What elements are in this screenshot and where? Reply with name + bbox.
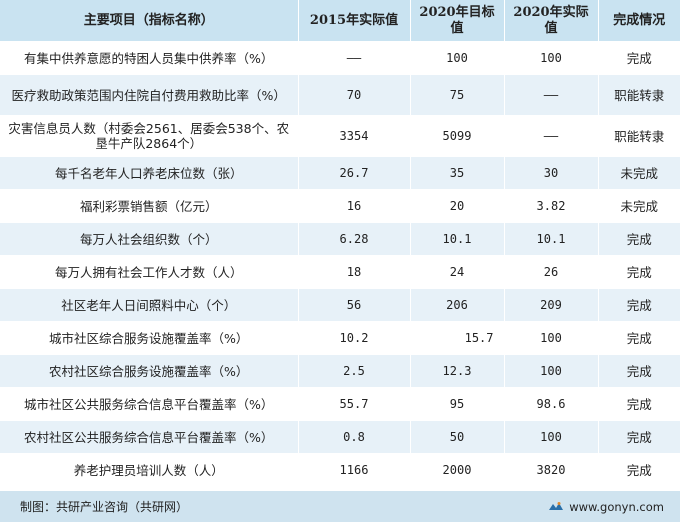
table-row: 社区老年人日间照料中心（个） 56 206 209 完成 <box>0 288 680 322</box>
table-header: 主要项目（指标名称） 2015年实际值 2020年目标值 2020年实际值 完成… <box>0 0 680 42</box>
table-row: 医疗救助政策范围内住院自付费用救助比率（%） 70 75 —— 职能转隶 <box>0 74 680 116</box>
cell-indicator: 城市社区综合服务设施覆盖率（%） <box>0 321 299 355</box>
cell-2020-actual: 30 <box>504 156 599 190</box>
cell-2015-actual: 0.8 <box>298 420 411 454</box>
table-row: 城市社区综合服务设施覆盖率（%） 10.2 15.7 100 完成 <box>0 321 680 355</box>
cell-indicator: 农村社区公共服务综合信息平台覆盖率（%） <box>0 420 299 454</box>
cell-2015-actual: 10.2 <box>298 321 411 355</box>
table-row: 农村社区公共服务综合信息平台覆盖率（%） 0.8 50 100 完成 <box>0 420 680 454</box>
figure-footer: 制图：共研产业咨询（共研网） www.gonyn.com <box>0 491 680 522</box>
cell-2020-target: 24 <box>410 255 505 289</box>
cell-indicator: 灾害信息员人数（村委会2561、居委会538个、农垦牛产队2864个） <box>0 115 299 157</box>
cell-2020-target: 12.3 <box>410 354 505 388</box>
cell-indicator: 每万人拥有社会工作人才数（人） <box>0 255 299 289</box>
cell-2015-actual: 2.5 <box>298 354 411 388</box>
cell-status: 完成 <box>598 255 680 289</box>
cell-2015-actual: 6.28 <box>298 222 411 256</box>
table-row: 灾害信息员人数（村委会2561、居委会538个、农垦牛产队2864个） 3354… <box>0 115 680 157</box>
cell-indicator: 养老护理员培训人数（人） <box>0 453 299 487</box>
cell-2015-actual: 18 <box>298 255 411 289</box>
cell-indicator: 医疗救助政策范围内住院自付费用救助比率（%） <box>0 74 299 116</box>
cell-indicator: 农村社区综合服务设施覆盖率（%） <box>0 354 299 388</box>
cell-2020-actual: 3.82 <box>504 189 599 223</box>
cell-status: 完成 <box>598 321 680 355</box>
cell-indicator: 每万人社会组织数（个） <box>0 222 299 256</box>
cell-2015-actual: 70 <box>298 74 411 116</box>
cell-2020-actual: 100 <box>504 321 599 355</box>
cell-2020-actual: —— <box>504 74 599 116</box>
cell-2020-target: 10.1 <box>410 222 505 256</box>
cell-2015-actual: 16 <box>298 189 411 223</box>
cell-2020-actual: 100 <box>504 420 599 454</box>
source-site: www.gonyn.com <box>548 500 680 514</box>
cell-status: 完成 <box>598 41 680 75</box>
cell-2020-target: 75 <box>410 74 505 116</box>
cell-2020-actual: 209 <box>504 288 599 322</box>
cell-2020-target: 100 <box>410 41 505 75</box>
table-row: 每万人拥有社会工作人才数（人） 18 24 26 完成 <box>0 255 680 289</box>
cell-2020-target: 50 <box>410 420 505 454</box>
cell-indicator: 社区老年人日间照料中心（个） <box>0 288 299 322</box>
cell-status: 完成 <box>598 420 680 454</box>
gonyn-logo-icon <box>548 501 564 513</box>
table-row: 城市社区公共服务综合信息平台覆盖率（%） 55.7 95 98.6 完成 <box>0 387 680 421</box>
cell-status: 完成 <box>598 387 680 421</box>
cell-status: 完成 <box>598 453 680 487</box>
cell-status: 职能转隶 <box>598 115 680 157</box>
cell-2015-actual: 1166 <box>298 453 411 487</box>
table-body: 有集中供养意愿的特困人员集中供养率（%） —— 100 100 完成 医疗救助政… <box>0 41 680 487</box>
table-row: 每千名老年人口养老床位数（张） 26.7 35 30 未完成 <box>0 156 680 190</box>
cell-indicator: 每千名老年人口养老床位数（张） <box>0 156 299 190</box>
cell-2020-actual: 100 <box>504 41 599 75</box>
cell-2020-target: 35 <box>410 156 505 190</box>
cell-2020-actual: 26 <box>504 255 599 289</box>
cell-status: 完成 <box>598 288 680 322</box>
header-status: 完成情况 <box>598 0 680 42</box>
cell-2020-target: 15.7 <box>410 321 505 355</box>
cell-2015-actual: 55.7 <box>298 387 411 421</box>
cell-2020-actual: —— <box>504 115 599 157</box>
header-indicator: 主要项目（指标名称） <box>0 0 299 42</box>
cell-2020-actual: 10.1 <box>504 222 599 256</box>
cell-2020-target: 2000 <box>410 453 505 487</box>
cell-status: 未完成 <box>598 156 680 190</box>
cell-2020-target: 206 <box>410 288 505 322</box>
header-row: 主要项目（指标名称） 2015年实际值 2020年目标值 2020年实际值 完成… <box>0 0 680 42</box>
cell-2015-actual: 56 <box>298 288 411 322</box>
chart-credit: 制图：共研产业咨询（共研网） <box>20 500 189 514</box>
cell-indicator: 有集中供养意愿的特困人员集中供养率（%） <box>0 41 299 75</box>
cell-2015-actual: —— <box>298 41 411 75</box>
cell-2020-actual: 98.6 <box>504 387 599 421</box>
cell-2020-actual: 100 <box>504 354 599 388</box>
table-row: 福利彩票销售额（亿元） 16 20 3.82 未完成 <box>0 189 680 223</box>
cell-2015-actual: 3354 <box>298 115 411 157</box>
site-url: www.gonyn.com <box>569 499 664 514</box>
cell-2020-target: 5099 <box>410 115 505 157</box>
cell-status: 完成 <box>598 354 680 388</box>
cell-2020-target: 20 <box>410 189 505 223</box>
table-row: 每万人社会组织数（个） 6.28 10.1 10.1 完成 <box>0 222 680 256</box>
header-2020-actual: 2020年实际值 <box>504 0 599 42</box>
indicator-table: 主要项目（指标名称） 2015年实际值 2020年目标值 2020年实际值 完成… <box>0 0 680 487</box>
cell-2020-target: 95 <box>410 387 505 421</box>
table-row: 农村社区综合服务设施覆盖率（%） 2.5 12.3 100 完成 <box>0 354 680 388</box>
cell-2020-actual: 3820 <box>504 453 599 487</box>
cell-indicator: 城市社区公共服务综合信息平台覆盖率（%） <box>0 387 299 421</box>
cell-status: 职能转隶 <box>598 74 680 116</box>
cell-status: 完成 <box>598 222 680 256</box>
header-2020-target: 2020年目标值 <box>410 0 505 42</box>
table-row: 养老护理员培训人数（人） 1166 2000 3820 完成 <box>0 453 680 487</box>
cell-2015-actual: 26.7 <box>298 156 411 190</box>
cell-indicator: 福利彩票销售额（亿元） <box>0 189 299 223</box>
cell-status: 未完成 <box>598 189 680 223</box>
table-row: 有集中供养意愿的特困人员集中供养率（%） —— 100 100 完成 <box>0 41 680 75</box>
header-2015-actual: 2015年实际值 <box>298 0 411 42</box>
